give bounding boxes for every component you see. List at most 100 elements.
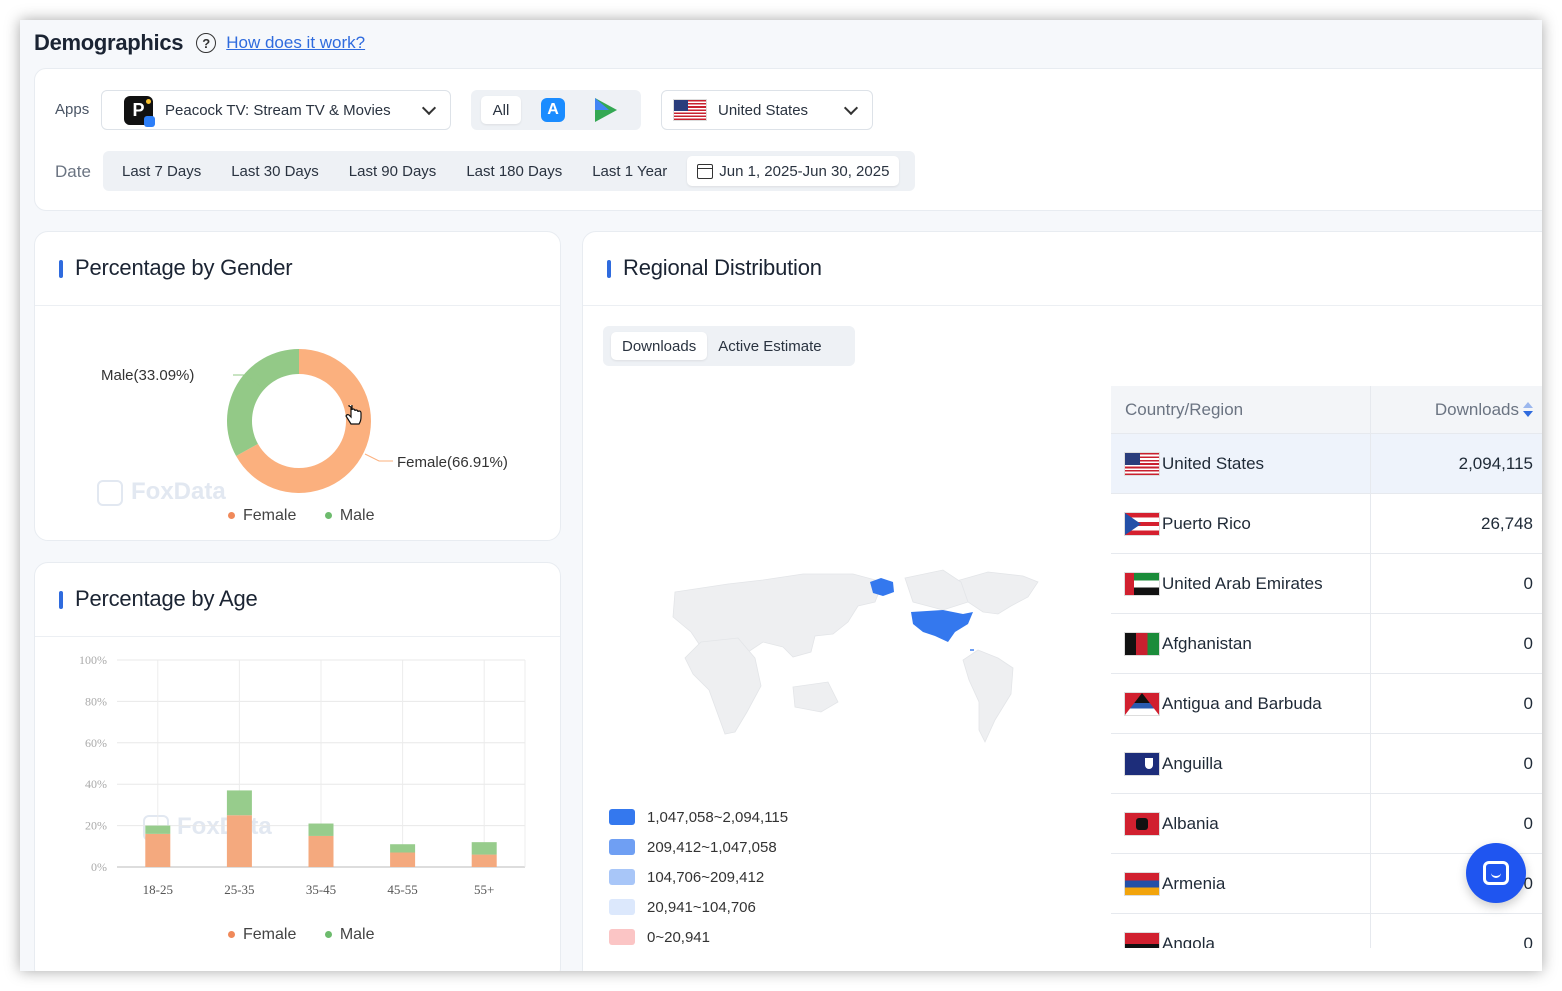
bar-female-35-45[interactable] bbox=[308, 835, 334, 867]
date-option-180d[interactable]: Last 180 Days bbox=[466, 162, 563, 180]
date-range-selector: Last 7 Days Last 30 Days Last 90 Days La… bbox=[103, 151, 915, 191]
col-header-country: Country/Region bbox=[1111, 386, 1371, 433]
map-africa bbox=[684, 637, 762, 735]
male-dot-icon bbox=[324, 512, 332, 519]
bar-male-55+[interactable] bbox=[471, 842, 497, 855]
legend-male[interactable]: Male bbox=[324, 506, 375, 525]
date-option-90d[interactable]: Last 90 Days bbox=[348, 162, 437, 180]
table-row[interactable]: Antigua and Barbuda 0 bbox=[1111, 674, 1542, 734]
map-legend-row[interactable]: 20,941~104,706 bbox=[609, 892, 788, 922]
female-dot-icon bbox=[228, 931, 235, 938]
tab-active-estimate[interactable]: Active Estimate bbox=[718, 337, 822, 355]
page-header: Demographics ? How does it work? bbox=[34, 30, 365, 56]
question-icon[interactable]: ? bbox=[196, 33, 217, 53]
legend-female-label: Female bbox=[243, 925, 297, 943]
legend-swatch bbox=[609, 899, 635, 915]
col-header-downloads[interactable]: Downloads bbox=[1371, 386, 1542, 433]
gender-donut-chart: Male(33.09%) Female(66.91%) bbox=[101, 349, 508, 493]
fox-logo-icon bbox=[97, 479, 123, 506]
metric-tabs: Downloads Active Estimate bbox=[603, 326, 855, 366]
y-tick-label: 0% bbox=[91, 860, 107, 874]
x-tick-label: 35-45 bbox=[306, 882, 336, 897]
tab-downloads[interactable]: Downloads bbox=[611, 332, 708, 360]
help-link[interactable]: How does it work? bbox=[226, 33, 366, 52]
date-option-1y[interactable]: Last 1 Year bbox=[592, 162, 668, 180]
map-greenland-canada bbox=[952, 571, 1039, 615]
country-select-value: United States bbox=[718, 101, 809, 119]
row-downloads: 0 bbox=[1523, 933, 1533, 949]
bar-male-25-35[interactable] bbox=[226, 790, 252, 816]
map-north-canada bbox=[904, 569, 969, 611]
chevron-down-icon bbox=[421, 100, 437, 116]
puerto-rico-flag-icon bbox=[1125, 512, 1159, 535]
legend-swatch bbox=[609, 929, 635, 945]
legend-male-label: Male bbox=[339, 506, 375, 524]
row-country: Afghanistan bbox=[1162, 633, 1252, 653]
table-row[interactable]: Angola 0 bbox=[1111, 914, 1542, 948]
antigua-flag-icon bbox=[1125, 692, 1159, 715]
chat-support-button[interactable] bbox=[1466, 843, 1526, 903]
gender-legend: Female Male bbox=[228, 506, 375, 525]
bar-male-45-55[interactable] bbox=[390, 844, 416, 853]
anguilla-flag-icon bbox=[1125, 752, 1159, 775]
chat-icon bbox=[1483, 861, 1509, 885]
bar-male-35-45[interactable] bbox=[308, 823, 334, 836]
y-tick-label: 20% bbox=[85, 819, 107, 833]
bar-female-55+[interactable] bbox=[471, 854, 497, 867]
map-legend-row[interactable]: 209,412~1,047,058 bbox=[609, 832, 788, 862]
app-store-icon[interactable]: A bbox=[541, 98, 565, 122]
map-alaska bbox=[870, 578, 894, 596]
table-row[interactable]: Puerto Rico 26,748 bbox=[1111, 494, 1542, 554]
legend-swatch bbox=[609, 869, 635, 885]
table-row[interactable]: United States 2,094,115 bbox=[1111, 434, 1542, 494]
custom-date-range[interactable]: Jun 1, 2025-Jun 30, 2025 bbox=[687, 156, 900, 186]
bar-female-25-35[interactable] bbox=[226, 815, 252, 867]
sort-icon[interactable] bbox=[1523, 401, 1533, 418]
table-row[interactable]: Armenia 0 bbox=[1111, 854, 1542, 914]
age-legend: Female Male bbox=[228, 925, 375, 944]
legend-male[interactable]: Male bbox=[324, 926, 375, 944]
chevron-down-icon bbox=[843, 100, 859, 116]
table-row[interactable]: Anguilla 0 bbox=[1111, 734, 1542, 794]
row-country: Angola bbox=[1162, 933, 1215, 949]
row-country: Antigua and Barbuda bbox=[1162, 693, 1322, 713]
x-tick-label: 55+ bbox=[474, 882, 494, 897]
legend-swatch bbox=[609, 839, 635, 855]
world-map[interactable] bbox=[643, 562, 1063, 762]
map-legend-row[interactable]: 1,047,058~2,094,115 bbox=[609, 802, 788, 832]
legend-range: 1,047,058~2,094,115 bbox=[647, 808, 789, 826]
row-country: United Arab Emirates bbox=[1162, 573, 1323, 593]
legend-range: 0~20,941 bbox=[647, 928, 710, 946]
map-australia bbox=[792, 681, 839, 713]
filter-panel: Apps P Peacock TV: Stream TV & Movies Al… bbox=[34, 68, 1542, 211]
donut-slice-male[interactable] bbox=[227, 349, 299, 457]
legend-female[interactable]: Female bbox=[228, 507, 296, 525]
date-option-30d[interactable]: Last 30 Days bbox=[231, 162, 319, 180]
platform-all-button[interactable]: All bbox=[481, 96, 521, 124]
section-marker bbox=[59, 591, 63, 609]
table-row[interactable]: Albania 0 bbox=[1111, 794, 1542, 854]
map-legend-row[interactable]: 104,706~209,412 bbox=[609, 862, 788, 892]
female-label-leader bbox=[364, 453, 393, 462]
country-select[interactable]: United States bbox=[661, 90, 873, 130]
bar-male-18-25[interactable] bbox=[145, 825, 171, 834]
map-legend: 1,047,058~2,094,115 209,412~1,047,058 10… bbox=[609, 802, 788, 952]
app-select[interactable]: P Peacock TV: Stream TV & Movies bbox=[101, 90, 451, 130]
google-play-icon[interactable] bbox=[595, 98, 617, 122]
donut-slice-female[interactable] bbox=[236, 349, 371, 493]
bar-female-18-25[interactable] bbox=[145, 833, 171, 867]
bar-female-45-55[interactable] bbox=[390, 852, 416, 867]
map-legend-row[interactable]: 0~20,941 bbox=[609, 922, 788, 952]
y-tick-label: 60% bbox=[85, 736, 107, 750]
row-downloads: 0 bbox=[1523, 573, 1533, 593]
age-card: Percentage by Age FoxData 0% 20% 40% 60% 80%… bbox=[34, 562, 561, 971]
table-row[interactable]: United Arab Emirates 0 bbox=[1111, 554, 1542, 614]
regional-card-title: Regional Distribution bbox=[623, 255, 822, 280]
legend-female[interactable]: Female bbox=[228, 926, 296, 944]
row-downloads: 0 bbox=[1523, 873, 1533, 893]
date-option-7d[interactable]: Last 7 Days bbox=[122, 162, 202, 180]
x-tick-label: 45-55 bbox=[387, 882, 417, 897]
row-downloads: 0 bbox=[1523, 693, 1533, 713]
table-row[interactable]: Afghanistan 0 bbox=[1111, 614, 1542, 674]
date-label: Date bbox=[55, 162, 91, 181]
